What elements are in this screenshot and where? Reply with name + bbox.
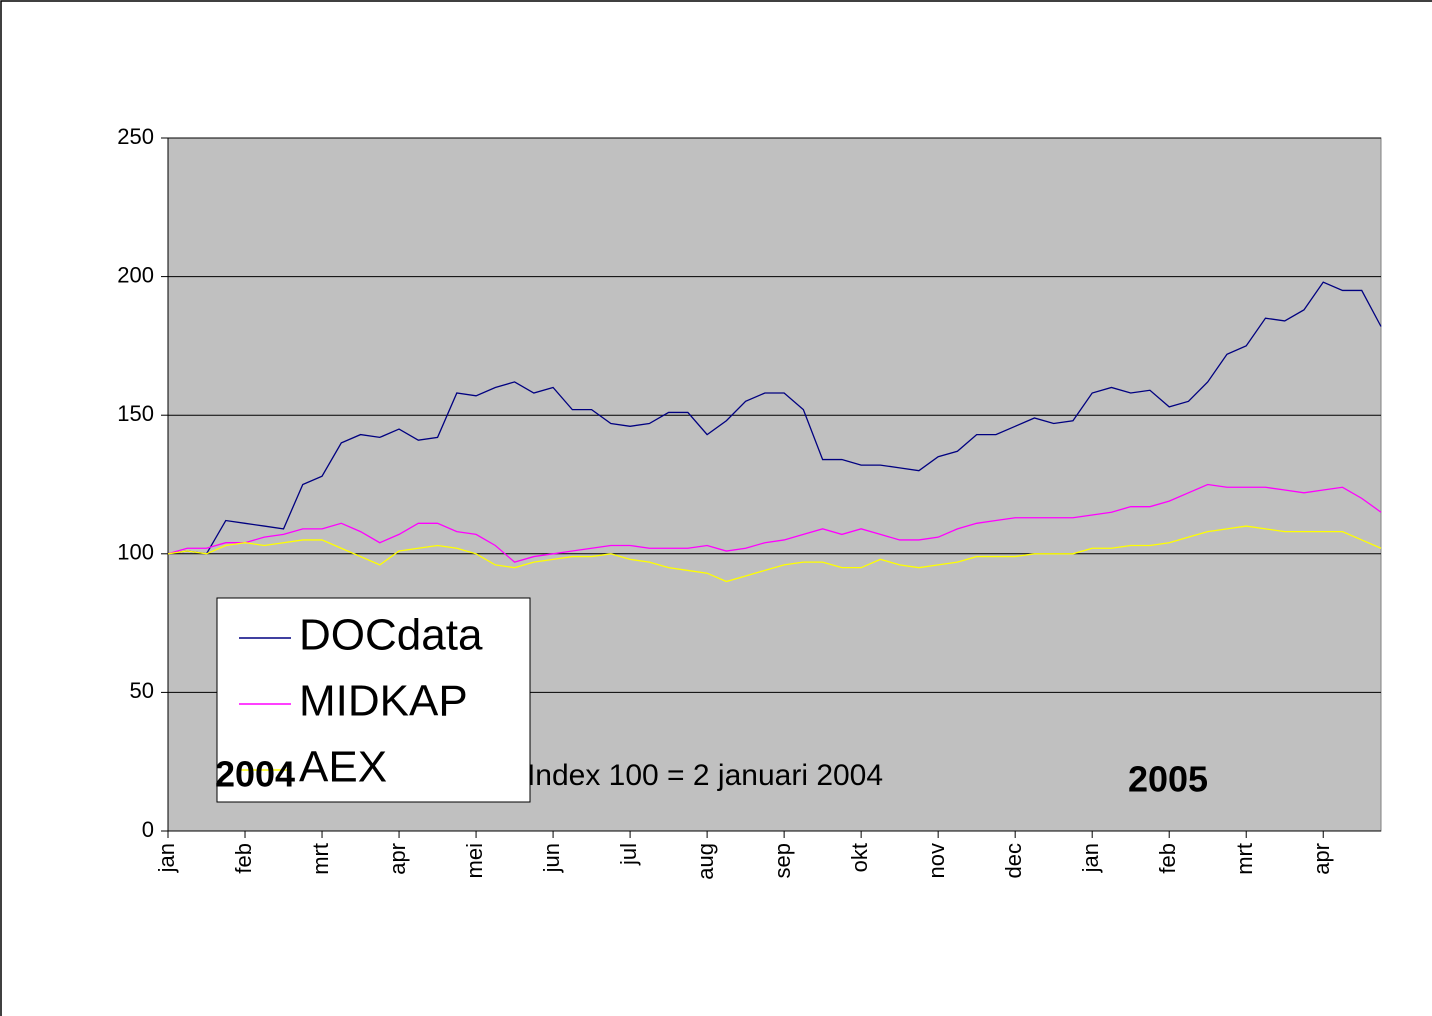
x-tick-label: jan (1078, 843, 1103, 873)
y-tick-label: 0 (142, 817, 154, 842)
series-line (167, 525, 1382, 583)
x-tick-label: jul (616, 843, 641, 866)
x-tick-label: jan (154, 843, 179, 873)
x-tick-label: sep (770, 843, 795, 878)
x-tick-label: dec (1001, 843, 1026, 878)
legend-label: MIDKAP (299, 677, 468, 726)
x-tick-label: apr (1309, 843, 1334, 875)
legend-label: DOCdata (299, 611, 483, 660)
legend-label: AEX (299, 743, 387, 792)
x-tick-label: feb (1155, 843, 1180, 874)
series-line (167, 281, 1382, 555)
x-tick-label: okt (847, 843, 872, 872)
y-tick-label: 200 (117, 262, 154, 287)
x-tick-label: aug (693, 843, 718, 880)
y-tick-label: 100 (117, 540, 154, 565)
y-tick-label: 150 (117, 401, 154, 426)
annotation: 2004 (215, 754, 295, 795)
legend-box (216, 597, 531, 803)
x-tick-label: mrt (308, 843, 333, 875)
annotation: Index 100 = 2 januari 2004 (527, 759, 883, 792)
x-tick-label: jun (539, 843, 564, 873)
x-tick-label: apr (385, 843, 410, 875)
x-tick-label: feb (231, 843, 256, 874)
series-line (167, 483, 1382, 563)
x-tick-label: mei (462, 843, 487, 878)
x-tick-label: nov (924, 843, 949, 878)
y-tick-label: 50 (130, 678, 154, 703)
annotation: 2005 (1128, 759, 1208, 800)
y-tick-label: 250 (117, 124, 154, 149)
x-tick-label: mrt (1232, 843, 1257, 875)
